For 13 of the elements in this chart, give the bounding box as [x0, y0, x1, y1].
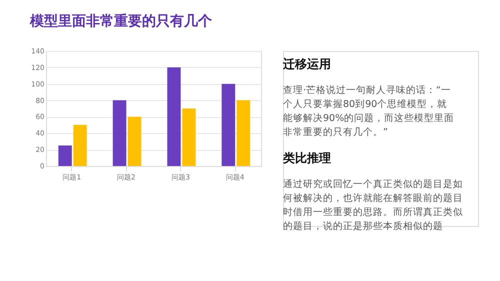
bar — [58, 145, 72, 166]
bar — [167, 67, 181, 166]
chart-title: 模型里面非常重要的只有几个 — [29, 14, 214, 30]
bar — [128, 116, 142, 166]
text: 通过研究或回忆一个真正类似的题目是如何被解决的，也许就能在解答眼前的题目时借用一些重要的思路。而所谓真正类似的题目，说的正是那些本质相似的题 — [283, 178, 463, 232]
bar — [182, 108, 196, 166]
bar — [73, 124, 87, 166]
bar — [112, 100, 126, 166]
bar — [222, 84, 236, 166]
text: 类比推理 — [282, 151, 331, 165]
bar — [236, 100, 250, 166]
text: 查理·芒格说过一句耐人寻味的话：“一个人只要掌握80到90个思维模型，就能够解决90%的问题，而这些模型里面非常重要的只有几个。” — [283, 84, 454, 138]
text: 迁移运用 — [282, 57, 331, 71]
